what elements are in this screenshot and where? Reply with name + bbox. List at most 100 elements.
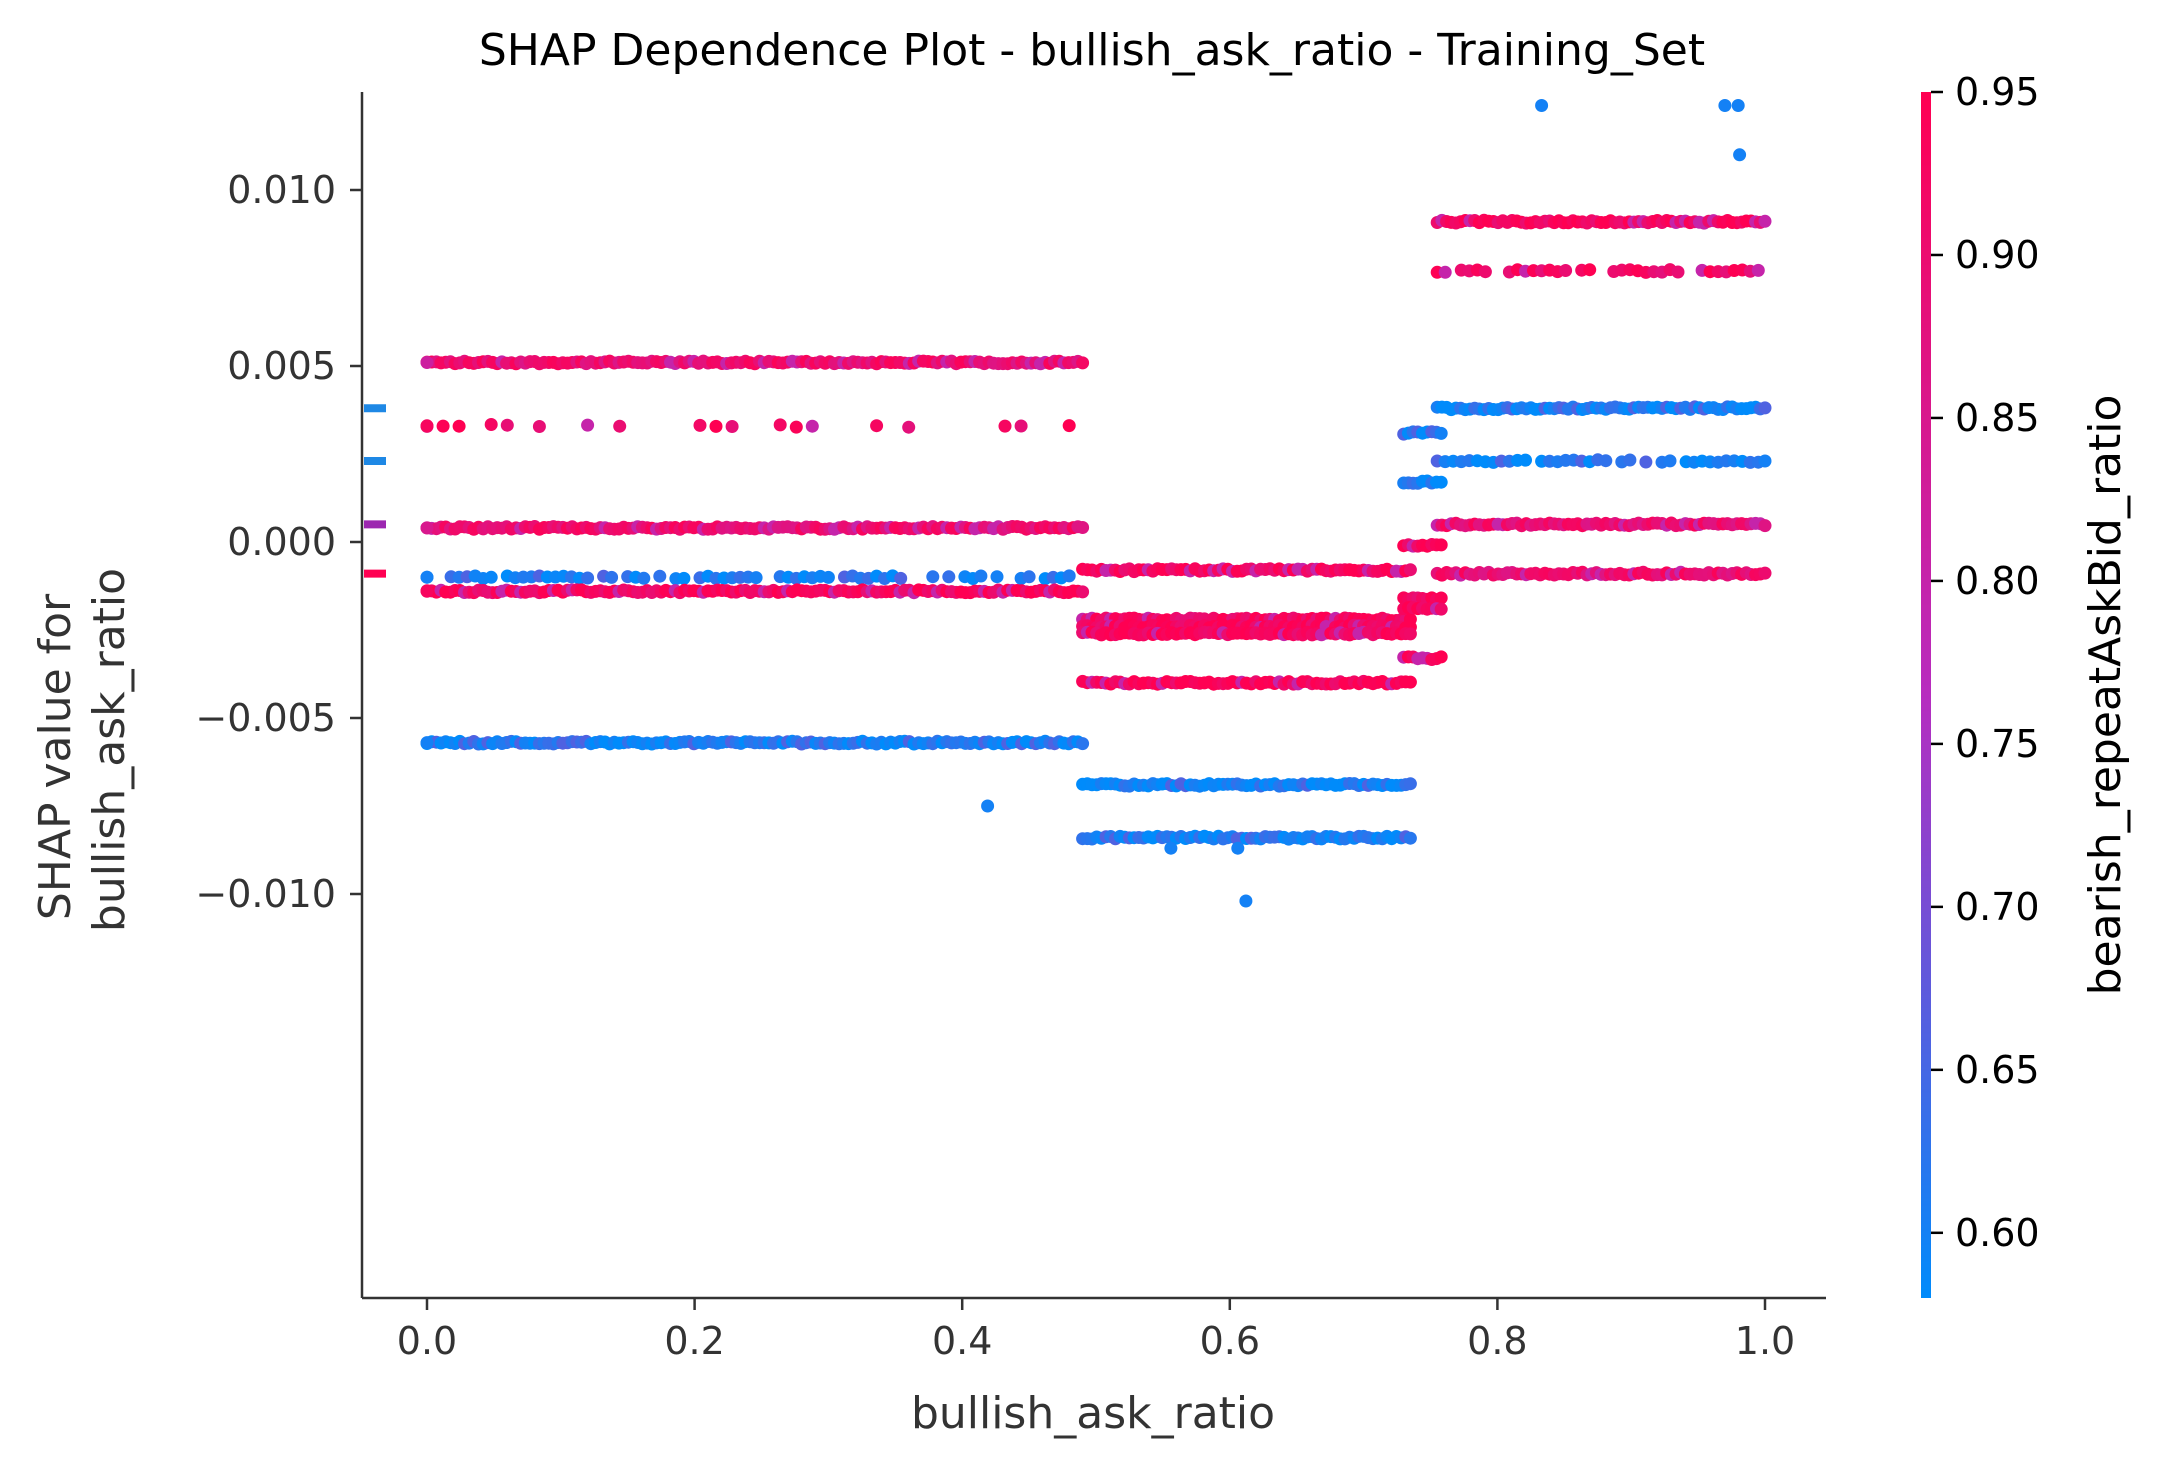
scatter-point	[789, 420, 803, 434]
scatter-point	[725, 420, 739, 433]
scatter-point	[532, 420, 546, 433]
scatter-point	[1758, 401, 1772, 415]
colorbar-tick-label: 0.95	[1955, 70, 2040, 114]
scatter-point	[773, 418, 787, 432]
scatter-point	[1519, 453, 1532, 467]
scatter-point	[420, 736, 434, 750]
scatter-point	[581, 571, 595, 585]
scatter-point	[1535, 99, 1549, 112]
scatter-point	[1403, 563, 1417, 577]
scatter-point	[1434, 591, 1448, 605]
colorbar-tick-label: 0.85	[1955, 396, 2040, 440]
colorbar-tick-label: 0.75	[1955, 722, 2040, 766]
scatter-point	[1434, 650, 1448, 664]
scatter-point	[1076, 356, 1090, 370]
scatter-point	[1731, 99, 1745, 112]
colorbar-tick-label: 0.60	[1955, 1211, 2040, 1255]
colorbar: 0.60 0.65 0.70 0.75 0.80 0.85 0.90 0.95 bearish…	[1921, 70, 2131, 1298]
y-axis-label-line-1: SHAP value for	[30, 593, 81, 920]
scatter-point	[1434, 538, 1448, 552]
scatter-point	[1478, 265, 1492, 279]
scatter-point	[1559, 264, 1573, 277]
scatter-point	[1076, 521, 1090, 534]
scatter-point	[1014, 419, 1028, 433]
scatter-point	[1403, 627, 1417, 641]
scatter-point	[1733, 148, 1747, 162]
scatter-point	[926, 570, 940, 584]
scatter-points	[420, 99, 1772, 908]
scatter-point	[990, 570, 1004, 584]
x-tick-label: 0.4	[932, 1319, 992, 1363]
scatter-point	[420, 521, 434, 535]
scatter-point	[1663, 454, 1677, 468]
scatter-point	[1438, 265, 1452, 279]
scatter-point	[902, 420, 916, 434]
x-tick-label: 0.0	[397, 1319, 457, 1363]
scatter-point	[1062, 419, 1076, 433]
scatter-point	[709, 419, 723, 433]
scatter-point	[805, 419, 819, 433]
y-axis-label: SHAP value for bullish_ask_ratio	[30, 568, 135, 932]
scatter-point	[1434, 475, 1448, 489]
scatter-point	[1076, 737, 1090, 751]
y-axis-label-line-2: bullish_ask_ratio	[84, 568, 135, 932]
y-tick-label: −0.005	[195, 696, 336, 740]
scatter-point	[637, 571, 651, 585]
scatter-point	[500, 418, 514, 432]
scatter-point	[1239, 894, 1253, 908]
scatter-point	[484, 418, 498, 431]
scatter-point	[1403, 831, 1417, 845]
scatter-point	[420, 356, 434, 369]
scatter-point	[1623, 453, 1637, 467]
scatter-point	[605, 570, 619, 584]
scatter-point	[1583, 263, 1597, 277]
x-tick-label: 1.0	[1735, 1319, 1795, 1363]
scatter-point	[1758, 519, 1772, 533]
scatter-point	[1599, 454, 1613, 468]
scatter-point	[1434, 426, 1448, 440]
colorbar-tick-label: 0.90	[1955, 233, 2040, 277]
x-tick-label: 0.8	[1467, 1319, 1527, 1363]
colorbar-tick-label: 0.70	[1955, 885, 2040, 929]
scatter-point	[998, 419, 1012, 433]
scatter-point	[677, 571, 691, 585]
scatter-point	[452, 419, 466, 433]
scatter-point	[420, 584, 434, 598]
scatter-point	[981, 799, 995, 813]
x-tick-label: 0.6	[1200, 1319, 1260, 1363]
scatter-point	[749, 571, 763, 585]
scatter-point	[1076, 585, 1090, 599]
scatter-point	[1403, 675, 1417, 689]
scatter-point	[1062, 569, 1076, 583]
y-axis-ticks: −0.010 −0.005 0.000 0.005 0.010	[195, 168, 362, 916]
scatter-point	[1403, 777, 1417, 791]
scatter-point	[821, 570, 835, 584]
scatter-point	[1718, 99, 1732, 112]
chart-title: SHAP Dependence Plot - bullish_ask_ratio…	[479, 25, 1705, 76]
scatter-point	[1671, 265, 1685, 279]
scatter-point	[420, 419, 434, 433]
colorbar-ticks: 0.60 0.65 0.70 0.75 0.80 0.85 0.90 0.95	[1931, 70, 2040, 1255]
x-axis-ticks: 0.0 0.2 0.4 0.6 0.8 1.0	[397, 1298, 1795, 1363]
colorbar-label: bearish_repeatAskBid_ratio	[2080, 395, 2131, 996]
scatter-point	[1022, 570, 1036, 584]
colorbar-gradient	[1921, 92, 1931, 1298]
nan-value-markers	[364, 404, 386, 578]
scatter-point	[653, 569, 667, 583]
scatter-point	[613, 419, 627, 433]
scatter-point	[1639, 455, 1653, 469]
y-tick-label: 0.010	[227, 168, 336, 212]
x-axis-label: bullish_ask_ratio	[911, 1388, 1275, 1439]
scatter-point	[1164, 841, 1178, 855]
scatter-point	[581, 418, 595, 432]
colorbar-tick-label: 0.80	[1955, 559, 2040, 603]
y-tick-label: 0.005	[227, 344, 336, 388]
x-tick-label: 0.2	[664, 1319, 724, 1363]
scatter-point	[1758, 214, 1772, 228]
scatter-point	[974, 569, 988, 583]
scatter-point	[894, 571, 908, 585]
scatter-point	[1751, 263, 1765, 277]
scatter-point	[484, 570, 498, 584]
scatter-point	[1231, 841, 1245, 855]
